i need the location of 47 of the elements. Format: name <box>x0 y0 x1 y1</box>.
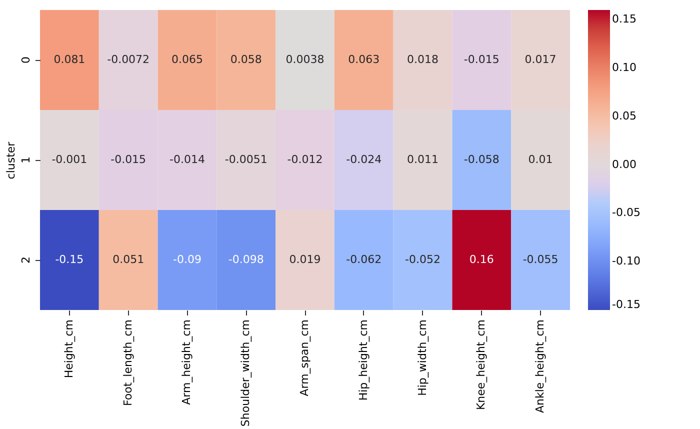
data-label: -0.024 <box>346 153 382 166</box>
data-label: 0.019 <box>289 253 321 266</box>
y-tick-label: 2 <box>20 256 32 264</box>
x-tick-label: Hip_width_cm <box>416 320 429 396</box>
data-label: -0.15 <box>55 253 84 266</box>
data-label: -0.055 <box>522 253 558 266</box>
color-bar-label: 0.15 <box>612 12 636 26</box>
data-label: -0.09 <box>172 253 202 266</box>
data-label: -0.015 <box>110 153 146 166</box>
data-label: -0.058 <box>464 153 500 166</box>
data-label: 0.063 <box>348 53 380 66</box>
color-bar-label: -0.05 <box>612 206 640 220</box>
data-label: -0.052 <box>405 253 441 266</box>
data-label: -0.014 <box>169 153 205 166</box>
data-label: 0.081 <box>54 53 86 66</box>
color-bar-label: 0.10 <box>612 61 636 74</box>
data-label: 0.058 <box>230 53 262 66</box>
color-bar-label: 0.05 <box>612 109 636 122</box>
data-label: -0.001 <box>52 153 88 166</box>
data-label: -0.098 <box>228 253 264 266</box>
y-tick-label: 0 <box>20 56 32 64</box>
data-label: 0.16 <box>469 253 494 266</box>
data-label: -0.012 <box>287 153 323 166</box>
data-label: -0.0051 <box>224 153 268 166</box>
color-bar-label: 0.00 <box>612 158 636 171</box>
x-tick-label: Hip_height_cm <box>356 320 370 401</box>
data-label: 0.017 <box>524 53 556 66</box>
color-bar-label: -0.15 <box>612 298 640 311</box>
x-tick-label: Knee_height_cm <box>474 320 488 410</box>
data-label: 0.011 <box>407 153 439 166</box>
data-label: 0.065 <box>171 53 203 66</box>
color-bar-label: -0.10 <box>612 254 640 268</box>
x-tick-label: Arm_height_cm <box>180 320 194 405</box>
data-label: 0.01 <box>528 153 553 166</box>
y-tick-label: 1 <box>20 156 32 164</box>
x-tick-label: Shoulder_width_cm <box>239 320 252 427</box>
data-label: 0.051 <box>112 253 144 266</box>
x-tick-label: Foot_length_cm <box>121 320 134 406</box>
data-label: 0.018 <box>407 53 439 66</box>
data-label: -0.062 <box>346 253 382 266</box>
data-label: -0.015 <box>464 53 500 66</box>
x-tick-label: Height_cm <box>62 320 76 378</box>
x-tick-label: Arm_span_cm <box>298 320 311 396</box>
data-label: 0.0038 <box>286 53 324 66</box>
y-axis-title: cluster <box>4 141 18 180</box>
x-tick-label: Ankle_height_cm <box>534 320 547 414</box>
data-label: -0.0072 <box>107 53 150 66</box>
